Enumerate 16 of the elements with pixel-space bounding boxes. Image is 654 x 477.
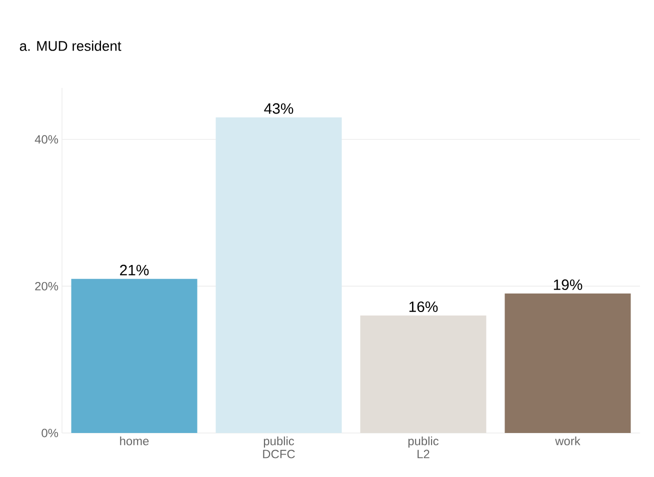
bar: [216, 117, 342, 433]
data-label: 16%: [409, 301, 438, 312]
x-tick-label: public DCFC: [263, 436, 295, 458]
y-tick-label: 0%: [42, 428, 58, 438]
data-label: 43%: [264, 103, 294, 114]
bar: [71, 278, 198, 433]
bar: [504, 294, 631, 433]
data-label: 19%: [554, 279, 582, 290]
bar: [360, 316, 486, 433]
x-tick-label: public L2: [408, 436, 439, 458]
x-tick-label: home: [120, 436, 149, 446]
chart-title: a. MUD resident: [20, 40, 122, 51]
y-tick-label: 20%: [35, 282, 58, 290]
data-label: 21%: [120, 264, 149, 276]
y-tick-label: 40%: [34, 135, 58, 144]
x-tick-label: work: [555, 436, 580, 446]
